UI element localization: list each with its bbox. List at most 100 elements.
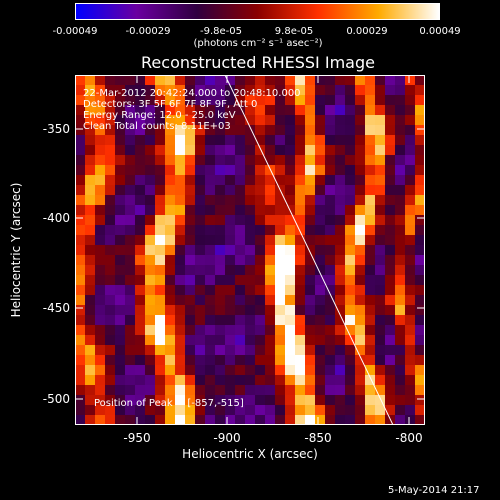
image-pixel (205, 105, 216, 116)
image-pixel (125, 145, 136, 156)
image-pixel (295, 135, 306, 146)
image-pixel (255, 365, 266, 376)
image-pixel (295, 335, 306, 346)
image-pixel (285, 235, 296, 246)
image-pixel (135, 115, 146, 126)
image-pixel (105, 105, 116, 116)
image-pixel (285, 355, 296, 366)
image-pixel (285, 115, 296, 126)
image-pixel (325, 405, 336, 416)
image-pixel (315, 395, 326, 406)
image-pixel (315, 265, 326, 276)
image-pixel (225, 85, 236, 96)
image-pixel (195, 185, 206, 196)
image-pixel (145, 205, 156, 216)
image-pixel (235, 135, 246, 146)
image-pixel (355, 285, 366, 296)
image-pixel (215, 345, 226, 356)
image-pixel (265, 355, 276, 366)
image-pixel (145, 155, 156, 166)
image-pixel (325, 125, 336, 136)
image-pixel (355, 295, 366, 306)
image-pixel (95, 235, 106, 246)
image-pixel (135, 95, 146, 106)
image-pixel (265, 225, 276, 236)
image-pixel (215, 105, 226, 116)
image-pixel (145, 85, 156, 96)
image-pixel (245, 195, 256, 206)
colorbar-tick-label: 9.8e-05 (274, 26, 314, 37)
image-pixel (225, 255, 236, 266)
image-pixel (305, 395, 316, 406)
image-pixel (345, 105, 356, 116)
image-pixel (265, 305, 276, 316)
y-tick-label: -450 (42, 301, 70, 315)
image-pixel (305, 95, 316, 106)
image-pixel (405, 275, 416, 286)
image-pixel (195, 415, 206, 425)
image-pixel (105, 125, 116, 136)
image-pixel (295, 95, 306, 106)
image-pixel (205, 145, 216, 156)
image-pixel (345, 265, 356, 276)
image-pixel (145, 335, 156, 346)
image-pixel (295, 365, 306, 376)
image-pixel (75, 105, 86, 116)
image-pixel (325, 355, 336, 366)
image-pixel (135, 85, 146, 96)
image-pixel (315, 305, 326, 316)
image-pixel (325, 165, 336, 176)
image-pixel (135, 245, 146, 256)
image-pixel (355, 75, 366, 86)
image-pixel (145, 375, 156, 386)
image-pixel (205, 315, 216, 326)
image-pixel (135, 415, 146, 425)
image-pixel (175, 125, 186, 136)
image-pixel (365, 75, 376, 86)
image-pixel (245, 85, 256, 96)
image-pixel (75, 385, 86, 396)
image-pixel (185, 145, 196, 156)
image-pixel (235, 235, 246, 246)
image-pixel (355, 365, 366, 376)
image-pixel (295, 75, 306, 86)
image-pixel (345, 165, 356, 176)
image-pixel (275, 175, 286, 186)
image-pixel (285, 265, 296, 276)
image-pixel (305, 245, 316, 256)
image-pixel (415, 205, 425, 216)
image-pixel (295, 345, 306, 356)
image-pixel (385, 305, 396, 316)
image-pixel (105, 215, 116, 226)
image-pixel (345, 215, 356, 226)
image-pixel (285, 135, 296, 146)
image-pixel (105, 395, 116, 406)
image-pixel (215, 155, 226, 166)
image-pixel (415, 115, 425, 126)
image-pixel (85, 195, 96, 206)
image-pixel (285, 405, 296, 416)
image-pixel (115, 215, 126, 226)
image-pixel (345, 295, 356, 306)
image-pixel (145, 345, 156, 356)
image-pixel (375, 105, 386, 116)
image-pixel (415, 395, 425, 406)
info-detectors: Detectors: 3F 5F 6F 7F 8F 9F, Att 0 (83, 99, 258, 110)
image-pixel (95, 415, 106, 425)
image-pixel (385, 85, 396, 96)
image-pixel (295, 235, 306, 246)
image-pixel (175, 335, 186, 346)
image-pixel (145, 365, 156, 376)
image-pixel (85, 185, 96, 196)
image-pixel (95, 355, 106, 366)
image-pixel (95, 95, 106, 106)
image-pixel (165, 105, 176, 116)
image-pixel (215, 295, 226, 306)
image-pixel (305, 385, 316, 396)
image-pixel (345, 405, 356, 416)
image-pixel (85, 395, 96, 406)
image-pixel (225, 415, 236, 425)
image-pixel (365, 345, 376, 356)
image-pixel (85, 215, 96, 226)
image-pixel (195, 255, 206, 266)
